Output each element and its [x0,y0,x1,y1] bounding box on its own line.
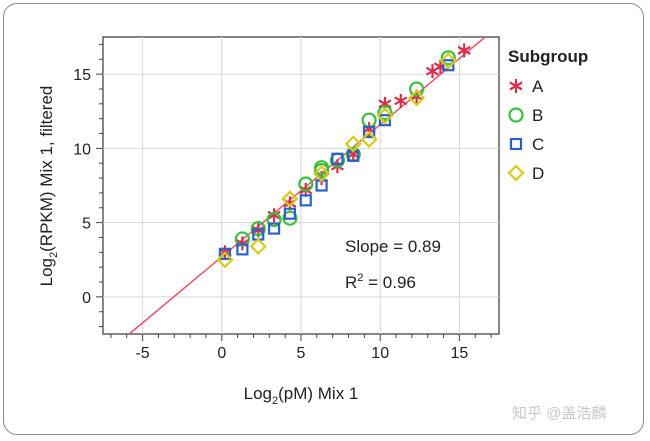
data-point-B [409,81,425,97]
data-point-D [344,135,362,153]
data-point-A [394,93,408,108]
data-point-D [439,52,457,70]
r2-rest: = 0.96 [363,273,415,292]
data-point-C [299,194,312,207]
data-point-A [267,208,281,223]
legend-label-B: B [532,106,543,125]
data-point-D [216,251,234,269]
grid [103,37,499,334]
axis-ticks: -5 0 5 10 15 0 5 10 15 [73,43,492,362]
data-point-D [376,107,394,125]
data-point-B [234,231,250,247]
x-axis-title: Log2(pM) Mix 1 [244,384,359,407]
data-point-C [378,114,392,127]
figure-frame [3,3,644,435]
legend-marker-C [509,137,523,151]
data-point-B [298,176,314,192]
x-tick-label: 0 [217,345,226,362]
data-points [216,43,471,269]
x-axis-title-sub: 2 [272,395,278,407]
data-point-D [360,130,378,149]
r2-superscript: 2 [357,272,363,284]
legend-marker-B [508,107,524,123]
data-point-D [281,190,299,208]
data-point-D [313,165,331,183]
data-point-C [442,59,455,72]
data-point-B [250,220,266,237]
fit-line [128,36,486,335]
data-point-D [249,237,267,255]
data-point-D [408,89,426,107]
y-axis-title-rest: (RPKM) Mix 1, filtered [37,86,56,252]
legend-marker-D [507,164,525,182]
r2-base: R [345,273,357,292]
data-point-C [363,125,376,139]
y-axis-title-sub: 2 [48,252,60,258]
watermark: 知乎 @盖浩麟 [512,405,606,422]
y-tick-label: 15 [73,67,91,84]
x-tick-label: 10 [371,345,389,362]
x-tick-label: 5 [297,345,306,362]
data-point-C [331,152,344,165]
data-point-B [440,50,456,66]
data-point-C [283,207,297,220]
x-axis-title-base: Log [244,384,272,403]
legend-label-A: A [532,77,544,96]
data-point-B [282,210,298,226]
data-point-C [218,247,232,260]
y-tick-label: 5 [82,216,91,233]
data-point-B [313,160,330,176]
legend-label-C: C [532,135,544,154]
x-tick-label: -5 [135,345,149,362]
y-axis-title: Log2(RPKM) Mix 1, filtered [37,86,60,287]
legend-label-D: D [532,164,544,183]
x-axis-title-rest: (pM) Mix 1 [278,384,358,403]
data-point-B [377,105,393,121]
y-tick-label: 0 [82,290,91,307]
legend-marker-A [509,79,523,93]
slope-annotation: Slope = 0.89 [345,237,441,256]
fit-line-group [128,36,486,335]
legend-title: Subgroup [508,47,588,66]
r2-annotation: R2 = 0.96 [345,272,416,292]
y-tick-label: 10 [73,141,91,158]
data-point-A [457,43,471,58]
y-axis-title-base: Log [37,258,56,286]
data-point-B [266,212,282,228]
data-point-C [267,222,281,235]
data-point-C [236,243,249,256]
x-tick-label: 15 [451,345,469,362]
